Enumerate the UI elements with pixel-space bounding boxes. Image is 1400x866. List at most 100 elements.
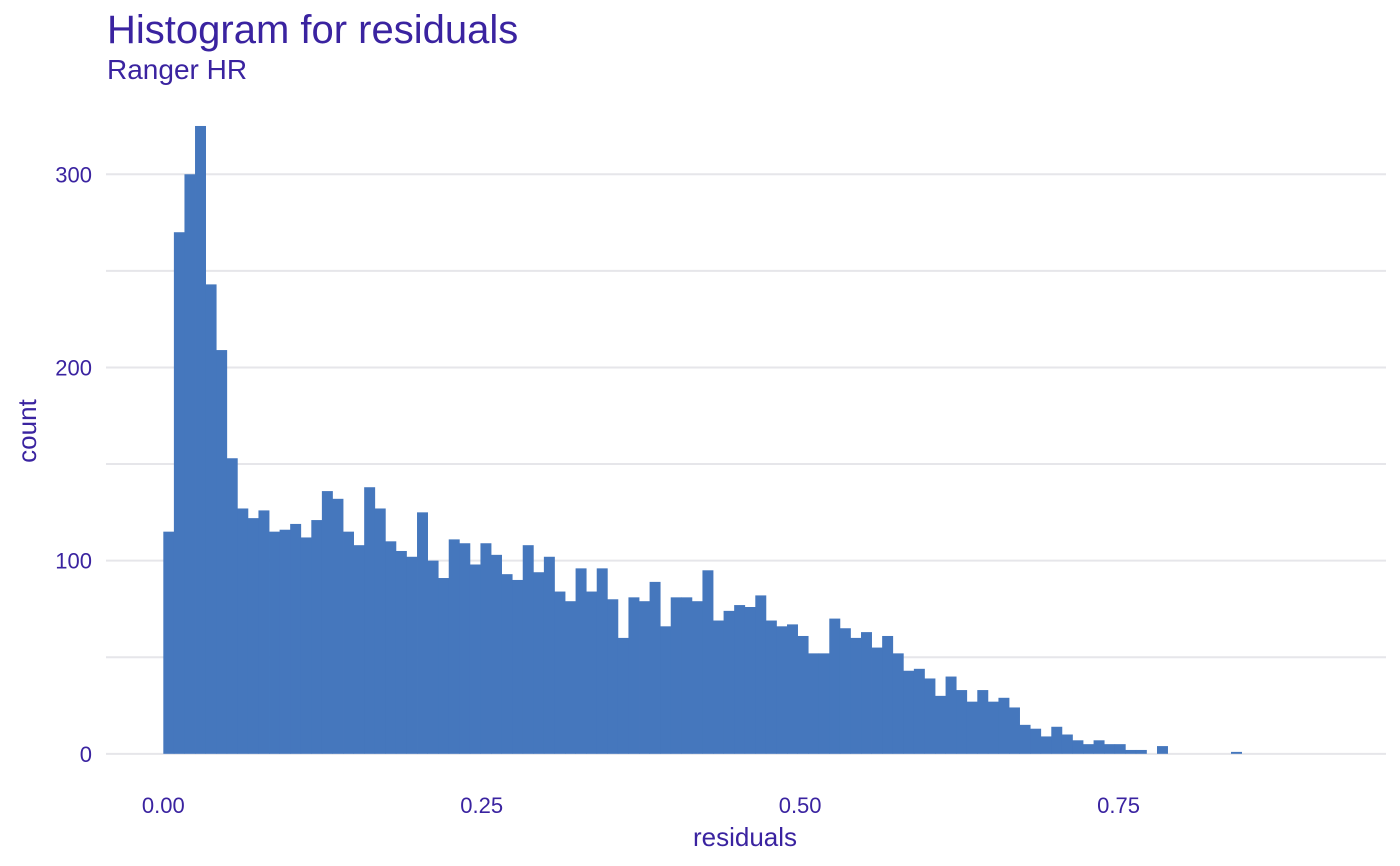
x-tick-label: 0.50 [779,793,822,818]
histogram-bar [734,605,746,754]
histogram-bar [1093,740,1105,754]
histogram-bar [237,508,249,754]
histogram-bar [903,670,915,754]
histogram-bar [332,498,344,754]
histogram-bar [374,508,386,754]
histogram-bar [1114,744,1126,754]
histogram-bar [216,350,228,754]
histogram-bar [353,545,365,754]
histogram-bars [163,125,1242,754]
histogram-bar [755,595,767,754]
histogram-bar [522,545,534,754]
histogram-bar [882,635,894,754]
y-tick-label: 100 [55,549,92,574]
histogram-bar [448,539,460,754]
histogram-bar [935,695,946,754]
histogram-bar [956,690,968,754]
y-tick-label: 300 [55,162,92,187]
histogram-bar [913,668,925,754]
histogram-bar [713,620,724,754]
histogram-bar [818,653,830,754]
histogram-bar [1072,740,1084,754]
histogram-bar [258,510,270,754]
histogram-bar [575,568,587,754]
histogram-bar [438,578,450,754]
histogram-bar [660,626,672,754]
histogram-bar [702,570,714,754]
histogram-bar [543,556,555,754]
x-tick-label: 0.75 [1097,793,1140,818]
histogram-bar [1083,744,1094,754]
histogram-bar [321,491,333,754]
histogram-bar [279,529,291,754]
histogram-bar [924,678,936,754]
histogram-bar [1061,734,1073,754]
histogram-bar [163,531,175,754]
histogram-bar [300,537,312,754]
histogram-bar [533,572,545,754]
x-axis-ticks: 0.00 0.25 0.50 0.75 [142,793,1140,818]
histogram-bar [829,618,841,754]
histogram-bar [861,632,872,754]
x-tick-label: 0.00 [142,793,185,818]
histogram-bar [977,690,989,754]
histogram-bar [596,568,608,754]
histogram-bar [290,523,302,754]
histogram-bar [797,635,809,754]
histogram-bar [184,174,196,754]
histogram-bar [670,597,682,754]
histogram-bar [787,624,798,754]
histogram-bar [554,591,566,754]
y-axis-title: count [12,398,42,462]
histogram-bar [469,564,481,754]
histogram-bar [617,637,629,754]
histogram-bar [417,512,428,754]
histogram-bar [226,458,238,754]
histogram-bar [639,601,650,754]
histogram-bar [565,601,576,754]
x-tick-label: 0.25 [460,793,503,818]
histogram-bar [1019,724,1031,754]
histogram-bar [491,554,502,754]
histogram-bar [173,232,185,754]
histogram-bar [1030,728,1042,754]
histogram-bar [765,620,777,754]
histogram-bar [195,125,206,754]
histogram-bar [480,543,492,754]
histogram-bar [1135,749,1147,754]
x-axis-title: residuals [693,822,797,852]
histogram-bar [1125,749,1137,754]
histogram-bar [945,676,957,754]
histogram-bar [691,601,703,754]
histogram-bar [776,626,788,754]
histogram-bar [808,653,820,754]
y-tick-label: 0 [80,742,92,767]
histogram-bar [1040,736,1052,754]
histogram-bar [649,581,661,754]
chart-subtitle: Ranger HR [107,54,248,85]
histogram-bar [1230,751,1242,754]
histogram-bar [343,531,354,754]
histogram-bar [406,556,418,754]
histogram-bar [998,697,1010,754]
histogram-bar [681,597,693,754]
y-axis-ticks: 0 100 200 300 [55,162,92,767]
histogram-bar [744,607,756,754]
histogram-bar [459,543,471,754]
chart-title: Histogram for residuals [107,8,519,52]
histogram-bar [1104,744,1116,754]
histogram-bar [966,701,978,754]
histogram-bar [628,597,640,754]
histogram-bar [586,591,598,754]
histogram-bar [512,579,524,754]
histogram-bar [311,520,323,754]
histogram-bar [607,599,619,754]
histogram-bar [723,610,735,754]
histogram-bar [892,653,904,754]
histogram-bar [1157,746,1168,754]
histogram-bar [501,574,513,754]
histogram-bar [247,518,259,754]
y-tick-label: 200 [55,355,92,380]
histogram-bar [269,531,280,754]
histogram-bar [871,647,883,754]
